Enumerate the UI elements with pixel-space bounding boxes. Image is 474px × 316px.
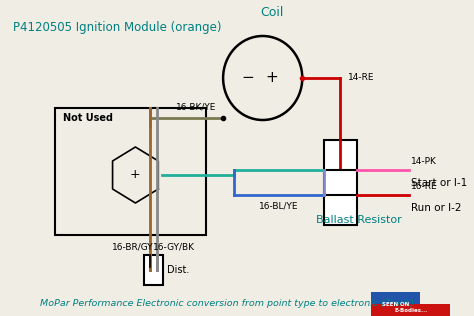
Text: +: + bbox=[130, 168, 141, 181]
Text: 16-BR/GY: 16-BR/GY bbox=[112, 243, 154, 252]
Text: SEEN ON: SEEN ON bbox=[382, 301, 409, 307]
Text: 16-GY/BK: 16-GY/BK bbox=[153, 243, 195, 252]
Bar bbox=[144, 255, 163, 285]
Text: E-Bodies...: E-Bodies... bbox=[394, 308, 428, 313]
Bar bbox=[371, 292, 420, 310]
Bar bbox=[371, 304, 450, 316]
Text: MoPar Performance Electronic conversion from point type to electronic (Truck): MoPar Performance Electronic conversion … bbox=[40, 300, 414, 308]
Bar bbox=[324, 140, 357, 225]
Text: Ballast Resistor: Ballast Resistor bbox=[317, 215, 402, 225]
Text: Not Used: Not Used bbox=[63, 113, 113, 123]
Bar bbox=[55, 108, 206, 235]
Text: 16-RE: 16-RE bbox=[410, 182, 438, 191]
Text: P4120505 Ignition Module (orange): P4120505 Ignition Module (orange) bbox=[13, 21, 221, 34]
Text: Run or I-2: Run or I-2 bbox=[410, 203, 461, 213]
Text: −: − bbox=[241, 70, 254, 86]
Text: Coil: Coil bbox=[260, 5, 284, 19]
Text: +: + bbox=[266, 70, 279, 86]
Text: 16-BK/YE: 16-BK/YE bbox=[175, 103, 216, 112]
Text: 14-RE: 14-RE bbox=[348, 74, 374, 82]
Text: Dist.: Dist. bbox=[166, 265, 189, 275]
Text: 14-PK: 14-PK bbox=[410, 157, 437, 166]
Text: 16-BL/YE: 16-BL/YE bbox=[259, 201, 299, 210]
Text: Start or I-1: Start or I-1 bbox=[410, 178, 467, 188]
